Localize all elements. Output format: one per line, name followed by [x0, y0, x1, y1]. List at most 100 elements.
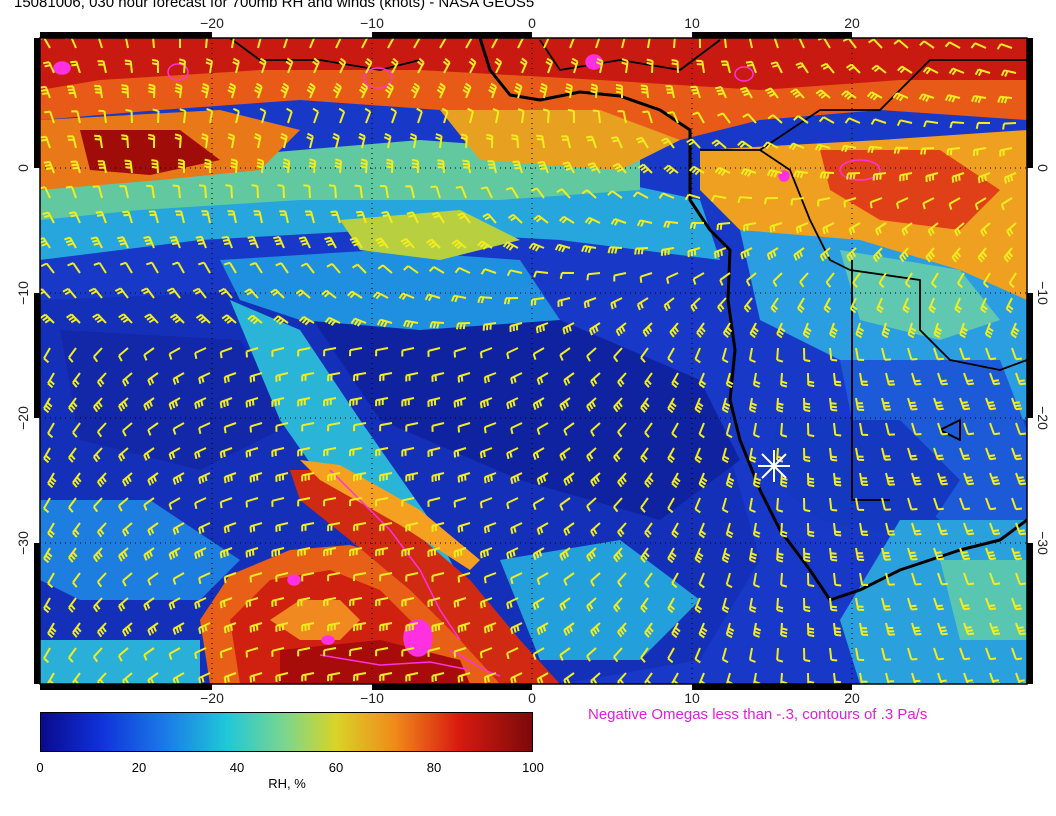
- wind-barb: [859, 522, 869, 536]
- wind-barb: [198, 522, 211, 535]
- wind-barb: [671, 372, 679, 389]
- wind-barb: [911, 372, 922, 386]
- wind-barb: [748, 597, 757, 613]
- wind-barb: [640, 547, 650, 563]
- wind-barb: [427, 647, 441, 657]
- wind-barb: [911, 622, 922, 636]
- wind-barb: [748, 647, 756, 663]
- wind-barb: [948, 67, 965, 76]
- wind-barb: [245, 547, 259, 558]
- wind-barb: [379, 522, 393, 532]
- wind-barb: [769, 222, 783, 233]
- wind-barb: [698, 472, 708, 489]
- wind-barb: [745, 60, 757, 74]
- wind-barb: [143, 647, 155, 661]
- wind-barb: [201, 210, 211, 224]
- wind-barb: [172, 472, 185, 485]
- wind-barb: [506, 269, 523, 277]
- wind-barb: [818, 116, 835, 124]
- wind-barb: [271, 547, 285, 557]
- wind-barb: [147, 472, 159, 486]
- wind-barb: [667, 647, 675, 664]
- wind-barb: [564, 83, 573, 99]
- wind-barb: [846, 172, 861, 180]
- wind-barb: [43, 647, 51, 664]
- wind-barb: [96, 472, 107, 488]
- wind-barb: [607, 246, 623, 254]
- wind-barb: [928, 297, 937, 314]
- wind-barb: [178, 58, 186, 74]
- wind-barb: [96, 572, 107, 588]
- wind-barb: [933, 597, 944, 611]
- wind-barb: [636, 219, 653, 227]
- wind-barb: [297, 597, 311, 607]
- wind-barb: [147, 672, 159, 684]
- wind-barb: [453, 597, 467, 608]
- lat-tick-right: 0: [1035, 164, 1051, 172]
- wind-barb: [660, 137, 675, 149]
- wind-barb: [386, 158, 394, 174]
- wind-barb: [479, 447, 493, 459]
- wind-barb: [277, 184, 285, 199]
- wind-barb: [1008, 272, 1017, 289]
- wind-barb: [613, 347, 623, 363]
- wind-barb: [959, 447, 971, 461]
- wind-barb: [911, 572, 922, 586]
- wind-barb: [833, 422, 842, 437]
- lon-tick-top: −20: [200, 15, 224, 31]
- wind-barb: [671, 572, 679, 589]
- wind-barb: [748, 547, 758, 563]
- wind-barb: [143, 347, 155, 361]
- wind-barb: [825, 272, 835, 288]
- wind-barb: [285, 57, 294, 74]
- wind-barb: [198, 572, 211, 585]
- wind-barb: [300, 262, 315, 274]
- wind-barb: [829, 647, 838, 662]
- wind-barb: [326, 263, 341, 274]
- wind-barb: [198, 472, 211, 485]
- wind-barb: [297, 397, 311, 407]
- wind-barb: [312, 57, 320, 74]
- wind-barb: [377, 264, 393, 274]
- wind-barb: [959, 597, 971, 611]
- wind-barb: [506, 447, 519, 460]
- wind-barb: [479, 547, 493, 559]
- lon-tick-bottom: 10: [684, 690, 700, 706]
- wind-barb: [822, 222, 835, 235]
- wind-barb: [644, 572, 653, 588]
- wind-barb: [503, 297, 519, 305]
- wind-barb: [530, 187, 545, 199]
- wind-barb: [881, 322, 891, 339]
- wind-barb: [536, 522, 549, 536]
- wind-barb: [431, 422, 445, 432]
- wind-barb: [957, 272, 965, 289]
- wind-barb: [168, 597, 181, 610]
- wind-barb: [148, 83, 156, 99]
- wind-barb: [71, 110, 81, 124]
- wind-barb: [375, 547, 389, 557]
- wind-barb: [925, 247, 936, 263]
- wind-barb: [893, 146, 909, 154]
- wind-barb: [401, 647, 415, 657]
- wind-barb: [866, 91, 883, 101]
- wind-barb: [689, 221, 705, 230]
- wind-barb: [586, 272, 601, 281]
- wind-barb: [462, 159, 471, 174]
- wind-barb: [125, 109, 133, 124]
- wind-barb: [780, 472, 788, 488]
- wind-barb: [646, 58, 654, 74]
- wind-barb: [68, 497, 77, 513]
- wind-barb: [793, 170, 809, 179]
- wind-barb: [829, 597, 838, 612]
- wind-barb: [43, 597, 51, 614]
- wind-barb: [47, 372, 55, 389]
- wind-barb: [483, 472, 497, 484]
- wind-barb: [1011, 347, 1023, 361]
- wind-barb: [788, 142, 805, 151]
- wind-barb: [280, 82, 290, 99]
- wind-barb: [323, 647, 337, 657]
- wind-barb: [398, 292, 415, 301]
- wind-barb: [748, 497, 756, 513]
- wind-barb: [68, 547, 78, 563]
